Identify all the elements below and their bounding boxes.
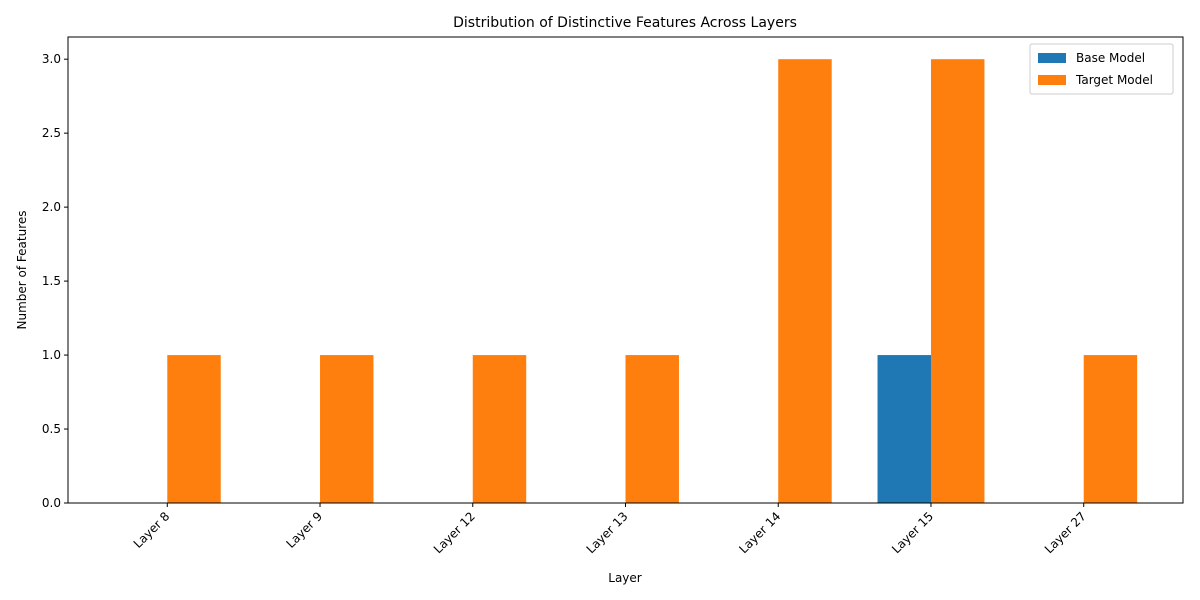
legend: Base Model Target Model (1029, 43, 1174, 95)
bar-target-model-layer-9 (320, 355, 374, 503)
legend-swatch (1038, 75, 1066, 85)
bar-target-model-layer-14 (778, 59, 832, 503)
bar-target-model-layer-15 (930, 59, 985, 503)
chart-title: Distribution of Distinctive Features Acr… (453, 15, 797, 31)
x-axis-label: Layer (608, 571, 642, 585)
y-axis-label: Number of Features (15, 211, 29, 330)
bar-target-model-layer-13 (625, 355, 679, 503)
y-tick-label: 0.0 (42, 496, 61, 510)
y-tick-label: 1.5 (42, 274, 61, 288)
y-tick-label: 1.0 (42, 348, 61, 362)
legend-label: Target Model (1075, 73, 1153, 87)
legend-label: Base Model (1076, 51, 1145, 65)
bar-target-model-layer-8 (167, 355, 221, 503)
bars-group (167, 59, 1138, 503)
y-tick-label: 0.5 (42, 422, 61, 436)
y-tick-label: 2.0 (42, 200, 61, 214)
plot-frame (67, 36, 1184, 504)
y-tick-label: 3.0 (42, 52, 61, 66)
legend-swatch (1038, 53, 1066, 63)
y-axis: 0.0 0.5 1.0 1.5 2.0 2.5 3.0 (42, 52, 68, 510)
bar-target-model-layer-27 (1083, 355, 1138, 503)
bar-target-model-layer-12 (472, 355, 527, 503)
bar-base-model-layer-15 (877, 355, 931, 503)
y-tick-label: 2.5 (42, 126, 61, 140)
